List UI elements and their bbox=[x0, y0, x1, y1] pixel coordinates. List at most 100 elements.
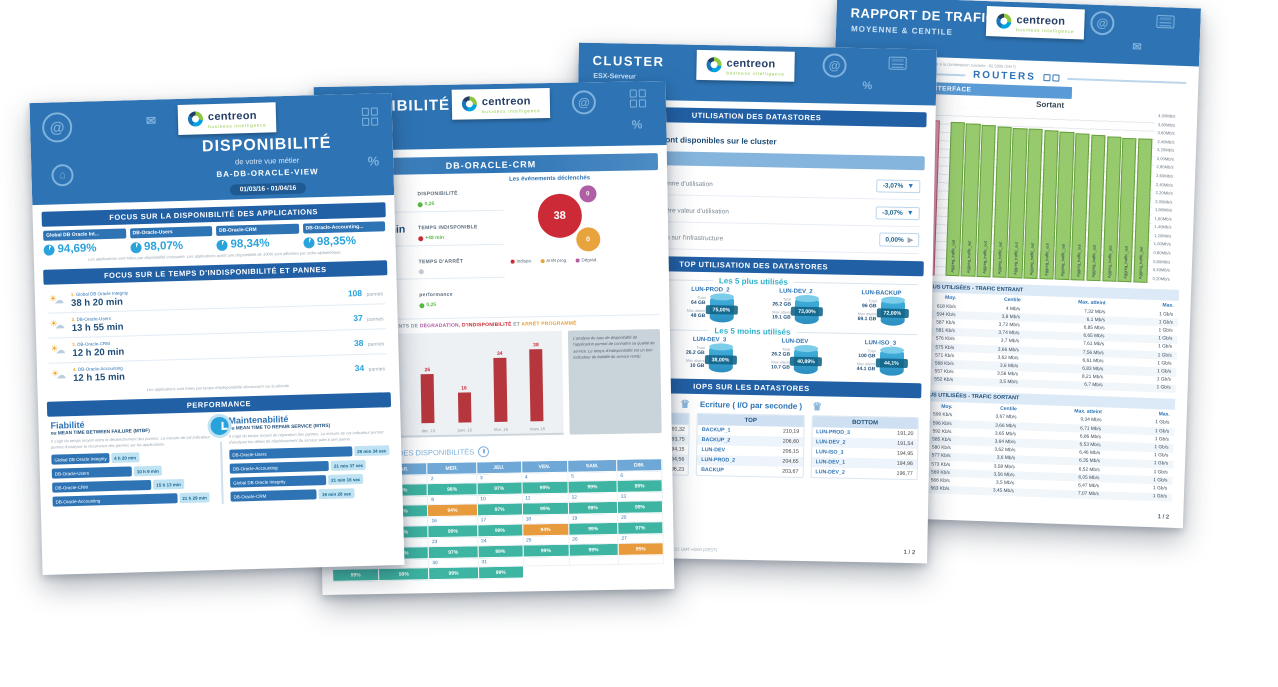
y-tick-label: 1,40Mb/s bbox=[1154, 224, 1172, 230]
mtbf-bar: DB-Oracle-CRM 15 h 13 min bbox=[52, 478, 212, 493]
datastore-card: LUN-DEV Total 26.2 GB Max atteint 10.7 G… bbox=[755, 338, 834, 375]
page-title: CLUSTER bbox=[592, 52, 665, 70]
evolution-bar: 38 mars 16 bbox=[529, 342, 545, 432]
y-tick-label: 1,20Mb/s bbox=[1153, 232, 1172, 239]
mtrs-description: Il s'agit du temps moyen de réparation d… bbox=[228, 429, 384, 445]
pie-chart-icon bbox=[302, 236, 315, 249]
datastore-card: LUN-ISO_3 Total 100 GB Max atteint 44.1 … bbox=[841, 340, 920, 376]
y-tick-label: 0,40Mb/s bbox=[1152, 267, 1171, 273]
y-tick-label: 2,80Mb/s bbox=[1156, 164, 1174, 171]
datastore-cylinder-icon: 44,1% bbox=[875, 348, 908, 376]
application-name-chip: DB-Oracle-Users bbox=[129, 226, 213, 239]
application-name-chip: DB-Oracle-Accounting... bbox=[302, 221, 386, 234]
y-tick-label: 1,60Mb/s bbox=[1154, 215, 1172, 222]
y-tick-label: 1,80Mb/s bbox=[1154, 207, 1173, 213]
availability-value: 98,07% bbox=[143, 239, 184, 254]
centreon-logo: centreon business intelligence bbox=[985, 6, 1086, 39]
centreon-logo-icon bbox=[461, 96, 478, 112]
pie-chart-icon bbox=[129, 241, 142, 253]
y-tick-label: 2,60Mb/s bbox=[1156, 172, 1174, 179]
iops-table-bottom-2: BOTTOM LUN-PROD_3 191,20 LUN-DEV_2 191,54 LU… bbox=[810, 415, 919, 481]
y-tick-label: 2,40Mb/s bbox=[1155, 181, 1174, 188]
at-icon: @ bbox=[822, 53, 847, 78]
server-rack-icon bbox=[1156, 14, 1175, 29]
report-page-disponibilite-vue-metier: @ ✉ ⌂ % centreon business intelligence DI… bbox=[29, 93, 405, 575]
mtrs-bar: DB-Oracle-CRM 19 min 28 sec bbox=[230, 487, 390, 502]
datastore-card: LUN-DEV_3 Total 26.2 GB Max atteint 10 G… bbox=[670, 336, 749, 373]
centreon-logo-icon bbox=[706, 57, 722, 73]
arrow-down-icon: ▼ bbox=[906, 209, 914, 217]
y-tick-label: 4,00Mb/s bbox=[1158, 113, 1176, 119]
evolution-bar: 26 déc. 15 bbox=[420, 367, 436, 434]
centreon-logo-icon bbox=[187, 111, 204, 127]
trend-badge: -3,07% ▼ bbox=[876, 178, 921, 193]
failures-count: 38 pannes bbox=[353, 337, 385, 349]
crown-icon: ♛ bbox=[812, 401, 823, 414]
page-number: 1 / 2 bbox=[903, 549, 916, 557]
iops-row: BACKUP 203,67 bbox=[701, 467, 799, 475]
application-availability-item: DB-Oracle-Users 98,07% bbox=[129, 226, 213, 254]
datastore-card: LUN-BACKUP Total 96 GB Max atteint 69.1 … bbox=[842, 290, 921, 326]
percent-icon: % bbox=[862, 80, 873, 93]
y-tick-label: 3,40Mb/s bbox=[1157, 138, 1175, 145]
availability-value: 98,34% bbox=[230, 237, 270, 251]
evolution-bar: 16 janv. 16 bbox=[457, 385, 472, 433]
page-title: RAPPORT DE TRAFIC bbox=[850, 5, 996, 26]
y-tick-label: 0,60Mb/s bbox=[1153, 258, 1171, 265]
y-tick-label: 3,20Mb/s bbox=[1156, 147, 1175, 153]
y-tick-label: 1,00Mb/s bbox=[1153, 241, 1172, 248]
at-icon: @ bbox=[571, 90, 597, 115]
calendar-day-header: DIM. bbox=[616, 458, 662, 472]
calendar-day-header: VEN. bbox=[521, 460, 568, 474]
calendar-day-header: SAM. bbox=[567, 459, 617, 473]
weather-icon: ☀☁ bbox=[49, 317, 65, 332]
divider bbox=[220, 441, 224, 504]
usage-percent: 75,00% bbox=[705, 305, 738, 315]
datastore-cylinder-icon: 40,89% bbox=[789, 346, 823, 375]
legend-item: Dégrad. bbox=[575, 257, 598, 262]
y-tick-label: 3,00Mb/s bbox=[1156, 155, 1175, 162]
failures-count: 108 pannes bbox=[347, 287, 384, 299]
pie-chart-icon bbox=[216, 239, 228, 251]
kpi-label: TEMPS D'ARRÊT bbox=[418, 258, 464, 266]
application-name-chip: Global DB Oracle Int... bbox=[43, 228, 126, 241]
crown-icon: ♛ bbox=[679, 398, 691, 411]
datastore-card: LUN-DEV_2 Total 26.2 GB Max atteint 19.1… bbox=[756, 288, 835, 325]
bubble-arret: 0 bbox=[575, 227, 601, 252]
servers-grid-icon bbox=[361, 107, 379, 126]
mtbf-description: Il s'agit du temps moyen entre le déclen… bbox=[50, 434, 211, 450]
centreon-brand-text: centreon business intelligence bbox=[207, 109, 267, 130]
kpi-label: DISPONIBILITÉ bbox=[417, 190, 458, 198]
evolution-note: L'analyse du taux de disponibilité de l'… bbox=[567, 329, 662, 435]
events-bubble-chart: 38 0 0 bbox=[509, 180, 658, 257]
page-subtitle: ESX-Serveur bbox=[593, 72, 636, 81]
y-tick-label: 0,20Mb/s bbox=[1152, 275, 1170, 282]
clock-icon bbox=[478, 446, 490, 458]
trend-badge: 0,00% ▶ bbox=[879, 232, 920, 248]
servers-grid-icon bbox=[629, 89, 646, 108]
mtrs-bar: DB-Oracle-Users 29 min 34 sec bbox=[229, 445, 390, 460]
pie-chart-icon bbox=[43, 244, 55, 256]
kpi-label: TEMPS INDISPONIBLE bbox=[418, 224, 478, 232]
availability-value: 98,35% bbox=[316, 235, 357, 249]
y-tick-label: 2,00Mb/s bbox=[1155, 198, 1173, 205]
legend-item: Indispo. bbox=[510, 258, 532, 264]
events-panel: Les événements déclenchés 38 0 0 Indispo… bbox=[503, 174, 660, 311]
mtbf-bar: DB-Oracle-Users 10 h 9 min bbox=[51, 464, 212, 479]
application-availability-item: Global DB Oracle Int... 94,69% bbox=[43, 228, 126, 256]
trend-badge: -3,07% ▼ bbox=[876, 205, 920, 220]
centreon-logo: centreon business intelligence bbox=[451, 87, 551, 120]
usage-percent: 72,00% bbox=[876, 308, 909, 318]
mtrs-bar: DB-Oracle-Accounting 21 min 37 sec bbox=[229, 459, 390, 474]
envelope-icon: ✉ bbox=[145, 113, 157, 128]
kpi-delta bbox=[418, 268, 505, 275]
centreon-brand-text: centreon business intelligence bbox=[726, 57, 785, 77]
kpi-label: performance bbox=[419, 291, 453, 299]
datastore-cylinder-icon: 38,00% bbox=[704, 345, 737, 373]
performance-panel: Fiabilité ou MEAN TIME BETWEEN FAILURE (… bbox=[50, 411, 390, 510]
availability-value: 94,69% bbox=[57, 242, 97, 256]
y-tick-label: 0,80Mb/s bbox=[1153, 250, 1171, 256]
y-tick-label: 3,80Mb/s bbox=[1157, 121, 1176, 128]
centreon-logo-icon bbox=[996, 13, 1012, 30]
mtbf-bar: DB-Oracle-Accounting 21 h 29 min bbox=[52, 492, 212, 507]
